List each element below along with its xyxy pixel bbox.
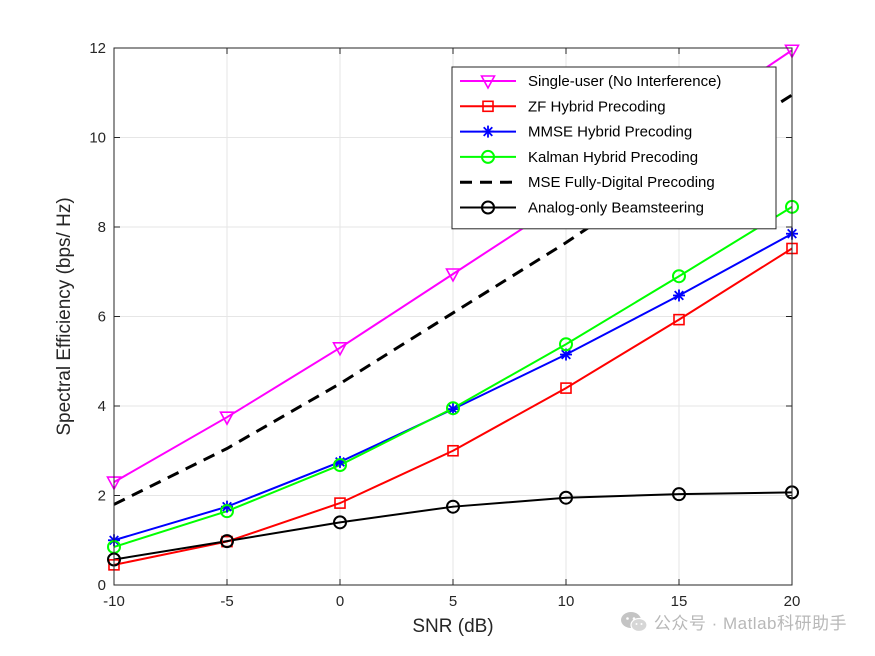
- legend-kalman-hybrid-precoding-label: Kalman Hybrid Precoding: [528, 149, 698, 166]
- legend-zf-hybrid-precoding-label: ZF Hybrid Precoding: [528, 98, 666, 115]
- series-zf-hybrid-precoding-marker: [560, 382, 572, 394]
- series-kalman-hybrid-precoding-marker: [333, 458, 347, 473]
- series-kalman-hybrid-precoding-marker: [559, 337, 573, 352]
- legend-analog-only-beamsteering-label: Analog-only Beamsteering: [528, 200, 704, 217]
- series-analog-only-beamsteering-marker: [446, 499, 460, 514]
- x-tick-label: 0: [336, 593, 344, 610]
- legend-mmse-hybrid-precoding-marker: [482, 125, 494, 138]
- series-analog-only-beamsteering-marker: [333, 515, 347, 530]
- series-analog-only-beamsteering-marker: [559, 490, 573, 505]
- wechat-icon: [620, 611, 648, 632]
- series-single-user-no-interference-marker: [332, 342, 348, 357]
- series-zf-hybrid-precoding-marker: [673, 313, 685, 326]
- y-tick-label: 10: [89, 130, 106, 147]
- y-tick-label: 2: [98, 488, 106, 505]
- legend-mse-fully-digital-precoding-label: MSE Fully-Digital Precoding: [528, 174, 715, 191]
- tick-labels: -10 -5 0 5 10 15 20 0 2 4 6 8 10 12: [89, 40, 800, 610]
- series-single-user-no-interference-marker: [219, 411, 235, 426]
- x-axis-title: SNR (dB): [412, 616, 493, 637]
- legend-analog-only-beamsteering-marker: [481, 200, 495, 215]
- x-tick-label: 5: [449, 593, 457, 610]
- series-analog-only-beamsteering-line: [113, 491, 793, 561]
- series-zf-hybrid-precoding-marker: [447, 444, 459, 457]
- x-tick-label: -10: [103, 593, 125, 610]
- y-tick-label: 6: [98, 309, 106, 326]
- series-zf-hybrid-precoding-marker: [334, 497, 346, 509]
- series-kalman-hybrid-precoding-marker: [446, 401, 460, 416]
- watermark: 公众号 · Matlab科研助手: [620, 609, 847, 634]
- legend-mmse-hybrid-precoding-label: MMSE Hybrid Precoding: [528, 124, 692, 141]
- x-tick-label: -5: [220, 593, 233, 610]
- legend-kalman-hybrid-precoding-marker: [481, 149, 495, 164]
- y-tick-label: 8: [98, 219, 106, 236]
- x-tick-label: 20: [784, 593, 801, 610]
- y-axis-title: Spectral Efficiency (bps/ Hz): [54, 197, 75, 435]
- legend-single-user-no-interference-marker: [480, 75, 496, 90]
- series-mmse-hybrid-precoding-marker: [447, 403, 459, 416]
- series-analog-only-beamsteering-marker: [672, 487, 686, 502]
- legend-box: [451, 66, 777, 230]
- legend-zf-hybrid-precoding-marker: [482, 100, 494, 113]
- series-mse-fully-digital-precoding-line: [113, 93, 793, 506]
- y-tick-label: 4: [98, 398, 106, 415]
- legend-single-user-no-interference-label: Single-user (No Interference): [528, 73, 721, 90]
- y-tick-label: 0: [98, 577, 106, 594]
- series-single-user-no-interference-marker: [784, 44, 800, 59]
- series-single-user-no-interference-marker: [445, 268, 461, 283]
- series-kalman-hybrid-precoding-marker: [672, 269, 686, 284]
- series-mmse-hybrid-precoding-marker: [673, 289, 685, 302]
- series-analog-only-beamsteering-marker: [220, 534, 234, 549]
- x-tick-label: 15: [671, 593, 688, 610]
- ticks: [113, 47, 793, 586]
- watermark-text: 公众号 · Matlab科研助手: [653, 614, 847, 633]
- legend: Single-user (No Interference) ZF Hybrid P…: [451, 66, 777, 230]
- x-tick-label: 10: [558, 593, 575, 610]
- series-kalman-hybrid-precoding-marker: [220, 504, 234, 519]
- y-tick-label: 12: [89, 40, 106, 57]
